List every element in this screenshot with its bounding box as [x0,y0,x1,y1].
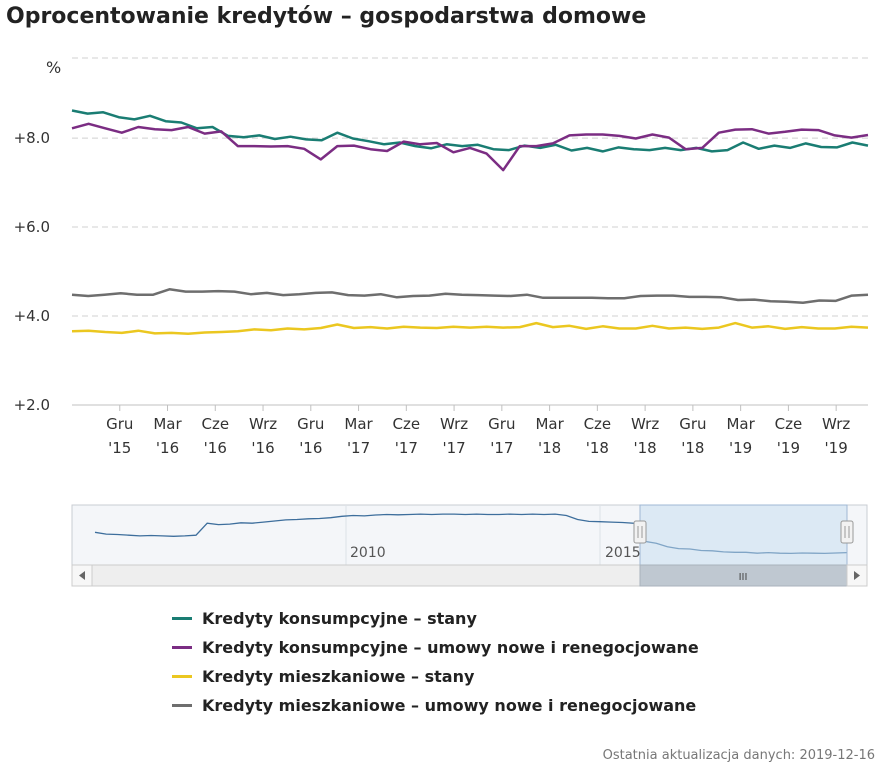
y-tick-label: +6.0 [14,218,50,236]
scrollbar-track[interactable] [71,564,868,587]
scrollbar-button-left[interactable] [71,564,93,587]
x-tick-label-year: '16 [251,439,274,457]
x-tick-label-month: Gru [488,415,515,433]
arrow-left-icon [79,571,85,580]
navigator-year-label: 2010 [350,545,386,561]
legend-item-housing-new[interactable]: Kredyty mieszkaniowe – umowy nowe i rene… [172,691,699,720]
legend-item-consumer-new[interactable]: Kredyty konsumpcyjne – umowy nowe i rene… [172,633,699,662]
x-tick-label-month: Cze [584,415,612,433]
x-tick-label-year: '16 [204,439,227,457]
legend-swatch [172,617,192,620]
series-line-housing-new[interactable] [71,288,869,304]
series-line-consumer-stock[interactable] [71,109,869,153]
x-tick-label-year: '19 [777,439,800,457]
legend-label: Kredyty konsumpcyjne – umowy nowe i rene… [202,638,699,657]
x-tick-label-year: '17 [395,439,418,457]
series-line-housing-stock[interactable] [71,321,869,336]
x-tick-label-month: Gru [297,415,324,433]
legend-item-consumer-stock[interactable]: Kredyty konsumpcyjne – stany [172,604,699,633]
x-tick-label-year: '15 [108,439,131,457]
legend-item-housing-stock[interactable]: Kredyty mieszkaniowe – stany [172,662,699,691]
x-tick-label-month: Cze [201,415,229,433]
x-tick-label-month: Mar [153,415,182,433]
chart-title: Oprocentowanie kredytów – gospodarstwa d… [6,4,647,29]
legend: Kredyty konsumpcyjne – stany Kredyty kon… [172,604,699,720]
legend-swatch [172,675,192,678]
x-tick-label-month: Cze [775,415,803,433]
x-tick-label-year: '17 [442,439,465,457]
y-tick-label: +2.0 [14,396,50,414]
x-tick-label-month: Wrz [440,415,468,433]
navigator-series-line [94,513,848,555]
navigator-handle-right[interactable] [840,520,854,544]
y-tick-label: +8.0 [14,129,50,147]
navigator-handle-left[interactable] [633,520,647,544]
x-tick-label-month: Gru [106,415,133,433]
x-tick-label-year: '18 [586,439,609,457]
x-tick-label-month: Cze [393,415,421,433]
series-line-consumer-new[interactable] [71,122,869,172]
arrow-right-icon [854,571,860,580]
scrollbar-thumb[interactable] [639,564,848,587]
x-tick-label-year: '17 [347,439,370,457]
x-tick-label-year: '19 [825,439,848,457]
x-tick-label-year: '16 [156,439,179,457]
scrollbar-button-right[interactable] [846,564,868,587]
x-tick-label-year: '18 [681,439,704,457]
navigator-year-label: 2015 [605,545,641,561]
legend-label: Kredyty mieszkaniowe – umowy nowe i rene… [202,696,697,715]
y-axis-unit-label: % [46,58,61,77]
x-tick-label-year: '19 [729,439,752,457]
x-tick-label-year: '18 [538,439,561,457]
x-tick-label-month: Wrz [631,415,659,433]
x-tick-label-month: Wrz [249,415,277,433]
x-tick-label-year: '17 [490,439,513,457]
x-tick-label-year: '18 [634,439,657,457]
y-tick-label: +4.0 [14,307,50,325]
scrollbar-grip-icon: III [739,572,748,583]
navigator-background [71,504,868,566]
legend-swatch [172,704,192,707]
x-tick-label-year: '16 [299,439,322,457]
x-tick-label-month: Mar [535,415,564,433]
legend-label: Kredyty mieszkaniowe – stany [202,667,475,686]
x-tick-label-month: Gru [679,415,706,433]
main-chart: % +2.0 +4.0 +6.0 +8.0 Gru '15 Mar '16 Cze '16 Wrz… [14,57,869,457]
last-update-note: Ostatnia aktualizacja danych: 2019-12-16 [602,748,875,763]
x-tick-label-month: Mar [726,415,755,433]
navigator-selection[interactable] [639,504,848,566]
legend-swatch [172,646,192,649]
legend-label: Kredyty konsumpcyjne – stany [202,609,477,628]
x-tick-label-month: Mar [344,415,373,433]
x-tick-label-month: Wrz [822,415,850,433]
